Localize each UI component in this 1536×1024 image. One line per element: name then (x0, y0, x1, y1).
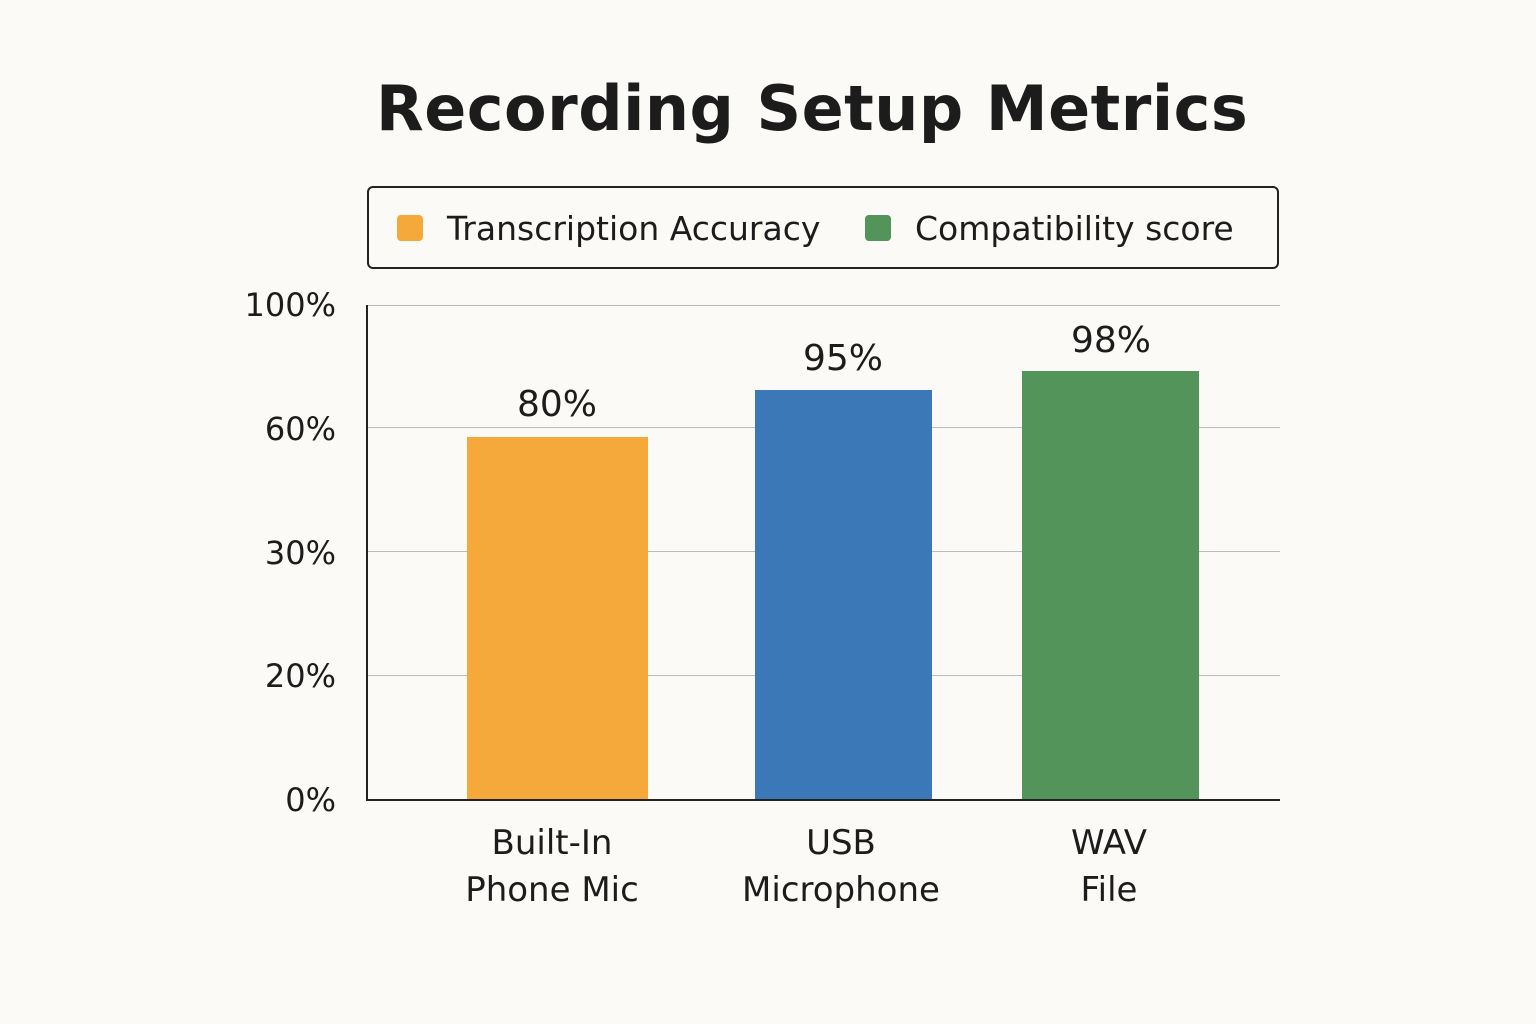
legend-label: Compatibility score (915, 208, 1234, 248)
x-label-line: File (1080, 870, 1138, 910)
legend: Transcription Accuracy Compatibility sco… (367, 186, 1279, 269)
x-category-label: USB Microphone (711, 820, 971, 914)
x-label-line: WAV (1070, 823, 1148, 863)
bar-value-label: 80% (516, 384, 597, 425)
bar-usb-microphone (755, 390, 932, 800)
y-tick-label: 60% (264, 410, 336, 448)
legend-swatch-orange (397, 215, 423, 241)
bar-built-in-phone-mic (467, 437, 648, 800)
legend-item-compatibility-score: Compatibility score (865, 188, 1234, 268)
plot-area (366, 305, 1280, 801)
bar-value-label: 95% (802, 338, 883, 379)
legend-label: Transcription Accuracy (447, 208, 821, 248)
gridline (366, 305, 1280, 306)
bar-value-label: 98% (1070, 320, 1151, 361)
x-label-line: Built-In (491, 823, 613, 863)
x-label-line: Phone Mic (465, 870, 639, 910)
bar-wav-file (1022, 371, 1199, 800)
y-tick-label: 30% (264, 534, 336, 572)
legend-item-transcription-accuracy: Transcription Accuracy (397, 188, 820, 268)
y-tick-label: 0% (285, 781, 336, 819)
chart-title: Recording Setup Metrics (376, 72, 1249, 145)
legend-swatch-green (865, 215, 891, 241)
x-category-label: Built-In Phone Mic (422, 820, 682, 914)
x-label-line: USB (806, 823, 876, 863)
y-axis (366, 305, 368, 801)
y-tick-label: 100% (244, 286, 336, 324)
y-tick-label: 20% (264, 657, 336, 695)
x-axis (366, 799, 1280, 801)
x-label-line: Microphone (742, 870, 940, 910)
x-category-label: WAV File (979, 820, 1239, 914)
